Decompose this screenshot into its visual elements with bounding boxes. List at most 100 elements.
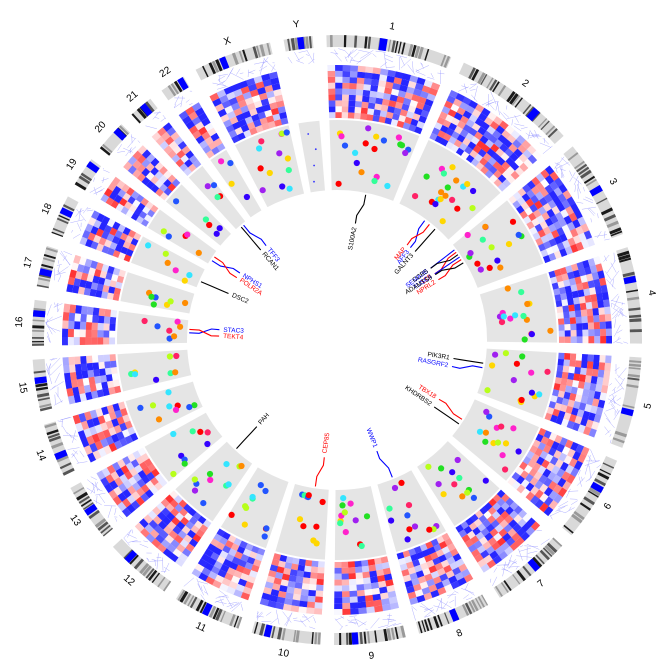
scatter-point bbox=[165, 389, 172, 396]
heatmap-cell bbox=[236, 545, 246, 554]
heatmap-cell bbox=[348, 100, 356, 107]
heatmap-cell bbox=[80, 272, 89, 281]
heatmap-cell bbox=[197, 558, 208, 568]
heatmap-cell bbox=[406, 111, 415, 119]
heatmap-cell bbox=[97, 337, 104, 345]
heatmap-cell bbox=[246, 102, 256, 111]
heatmap-cell bbox=[244, 580, 254, 590]
heatmap-cell bbox=[77, 286, 86, 295]
heatmap-cell bbox=[179, 538, 189, 549]
heatmap-cell bbox=[314, 602, 323, 609]
heatmap-cell bbox=[588, 329, 595, 337]
heatmap-cell bbox=[130, 190, 140, 200]
heatmap-cell bbox=[444, 100, 454, 110]
heatmap-cell bbox=[389, 602, 399, 610]
heatmap-cell bbox=[544, 412, 553, 421]
heatmap-cell bbox=[413, 88, 422, 97]
heatmap-cell bbox=[555, 300, 563, 308]
heatmap-cell bbox=[85, 329, 92, 338]
heatmap-cell bbox=[556, 227, 565, 237]
heatmap-cell bbox=[114, 409, 123, 419]
scatter-point bbox=[544, 368, 551, 375]
heatmap-cell bbox=[561, 446, 571, 456]
heatmap-cell bbox=[172, 525, 182, 535]
heatmap-cell bbox=[441, 578, 451, 587]
heatmap-cell bbox=[123, 479, 132, 489]
heatmap-cell bbox=[348, 106, 356, 113]
heatmap-cell bbox=[539, 502, 549, 513]
heatmap-cell bbox=[87, 232, 96, 242]
heatmap-cell bbox=[436, 567, 446, 577]
heatmap-cell bbox=[489, 120, 500, 131]
heatmap-cell bbox=[410, 553, 419, 562]
heatmap-cell bbox=[416, 120, 425, 129]
heatmap-cell bbox=[467, 141, 477, 150]
scatter-background bbox=[165, 184, 231, 246]
heatmap-cell bbox=[216, 142, 226, 152]
heatmap-cell bbox=[316, 572, 325, 580]
heatmap-cell bbox=[362, 577, 371, 585]
heatmap-cell bbox=[474, 131, 484, 141]
heatmap-cell bbox=[559, 461, 569, 472]
heatmap-cell bbox=[504, 515, 514, 524]
heatmap-cell bbox=[328, 106, 336, 113]
heatmap-cell bbox=[286, 586, 295, 594]
heatmap-cell bbox=[244, 116, 254, 125]
heatmap-cell bbox=[191, 568, 202, 578]
heatmap-cell bbox=[219, 536, 228, 546]
scatter-point bbox=[216, 225, 223, 232]
heatmap-cell bbox=[562, 239, 571, 249]
heatmap-cell bbox=[580, 223, 590, 233]
heatmap-cell bbox=[582, 336, 589, 344]
heatmap-cell bbox=[498, 528, 508, 538]
ideogram-chr-1 bbox=[326, 35, 452, 69]
heatmap-cell bbox=[185, 520, 195, 530]
ideogram-band bbox=[468, 67, 476, 80]
ideogram-centromere bbox=[177, 76, 189, 91]
heatmap-cell bbox=[106, 404, 115, 414]
chromosome-label: 18 bbox=[40, 201, 55, 216]
ideogram-band bbox=[35, 386, 49, 391]
ideogram-band bbox=[394, 40, 399, 53]
heatmap-cell bbox=[171, 154, 181, 163]
heatmap-cell bbox=[124, 435, 133, 445]
heatmap-cell bbox=[103, 330, 110, 338]
gene-connector bbox=[236, 426, 258, 449]
heatmap-cell bbox=[501, 161, 511, 171]
scatter-point bbox=[204, 440, 211, 448]
heatmap-cell bbox=[93, 268, 102, 278]
scatter-point bbox=[536, 391, 543, 398]
scatter-point bbox=[454, 456, 461, 464]
heatmap-cell bbox=[145, 162, 155, 172]
heatmap-cell bbox=[564, 336, 571, 343]
heatmap-cell bbox=[105, 435, 114, 446]
heatmap-cell bbox=[164, 534, 175, 544]
scatter-point bbox=[477, 266, 484, 273]
heatmap-cell bbox=[434, 581, 445, 590]
gene-connector bbox=[430, 254, 459, 269]
heatmap-cell bbox=[393, 77, 403, 85]
heatmap-cell bbox=[595, 263, 604, 273]
heatmap-cell bbox=[488, 134, 498, 144]
gene-connector bbox=[314, 457, 325, 487]
heatmap-cell bbox=[527, 154, 538, 165]
heatmap-cell bbox=[485, 523, 495, 533]
heatmap-cell bbox=[278, 584, 288, 593]
ideogram-band bbox=[35, 382, 48, 388]
heatmap-cell bbox=[249, 108, 258, 117]
heatmap-cell bbox=[506, 166, 516, 175]
heatmap-cell bbox=[436, 116, 446, 125]
heatmap-cell bbox=[90, 225, 99, 235]
scatter-point bbox=[257, 165, 264, 172]
heatmap-cell bbox=[374, 563, 383, 571]
ideogram-band bbox=[151, 572, 160, 584]
scatter-point bbox=[464, 489, 471, 496]
scatter-point bbox=[191, 487, 199, 494]
ideogram-band bbox=[437, 614, 443, 627]
chromosome-label: 16 bbox=[14, 316, 26, 328]
heatmap-cell bbox=[91, 322, 98, 331]
heatmap-cell bbox=[191, 102, 202, 112]
scatter-point bbox=[464, 231, 471, 239]
scatter-point bbox=[502, 466, 509, 473]
ideogram-centromere bbox=[84, 503, 98, 516]
